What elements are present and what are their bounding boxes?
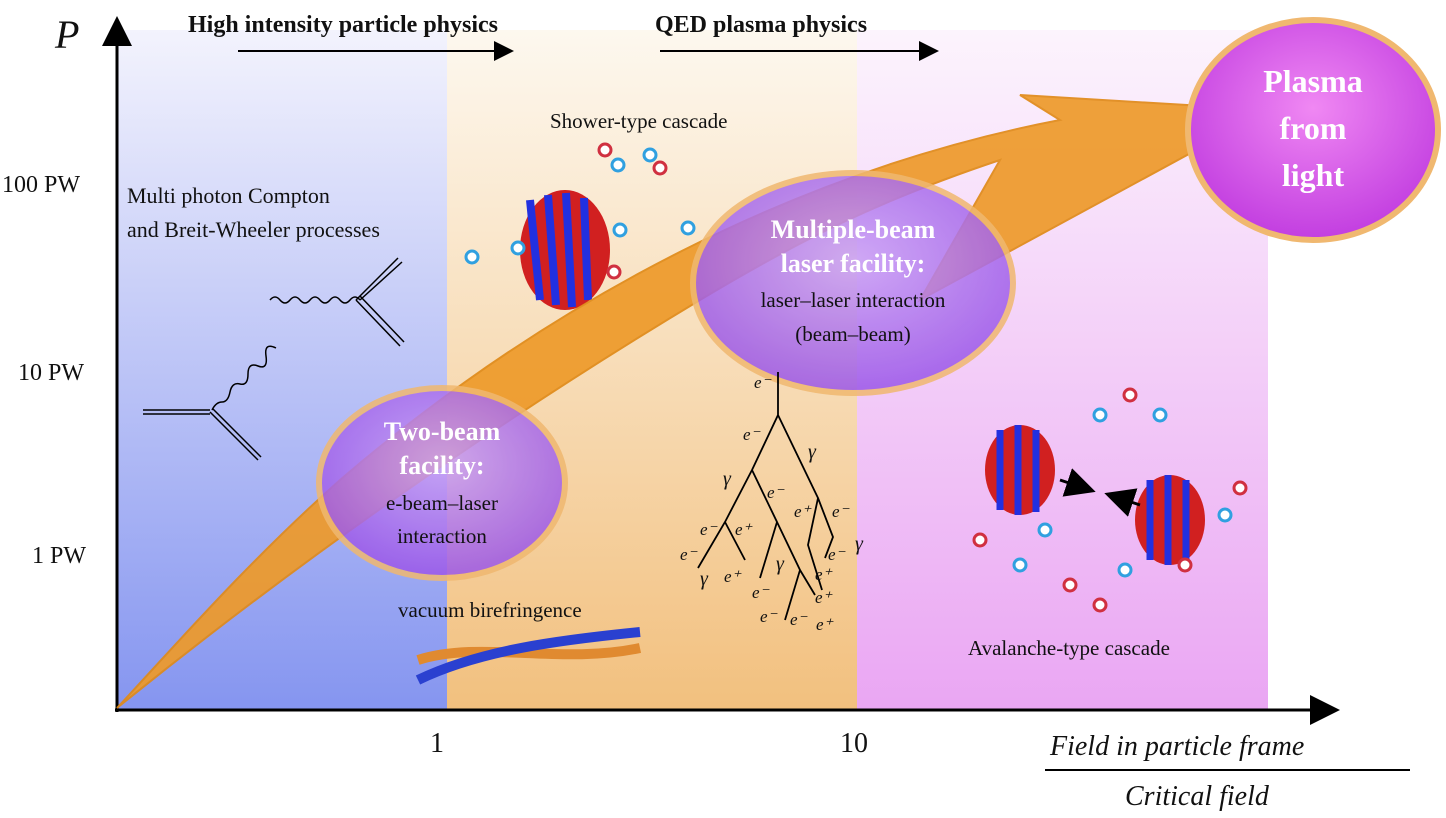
shower-laser-pulse [520,190,610,310]
y-tick-10pw: 10 PW [18,360,84,386]
shower-label: Shower-type cascade [550,109,727,133]
y-axis-label: P [54,12,79,57]
svg-text:e⁻: e⁻ [828,545,847,564]
particles [464,142,696,280]
svg-text:e⁻: e⁻ [832,502,851,521]
y-tick-1pw: 1 PW [32,543,86,569]
two-beam-facility: Two-beam facility: e-beam–laser interact… [316,385,568,581]
svg-text:e⁻: e⁻ [700,520,719,539]
svg-text:from: from [1280,110,1347,146]
avalanche-pulses [972,387,1248,613]
svg-text:e⁻: e⁻ [760,607,779,626]
plasma-from-light: Plasma from light [1185,17,1441,243]
svg-text:facility:: facility: [399,451,484,480]
svg-text:e⁺: e⁺ [815,565,834,584]
cascade-labels: e⁻ e⁻ γ γ e⁻ e⁺ e⁻ e⁻ e⁺ e⁻ γ γ e⁺ e⁻ e⁺… [680,373,864,634]
svg-text:e⁺: e⁺ [816,615,835,634]
svg-text:γ: γ [700,568,709,590]
birefringence-label: vacuum birefringence [398,598,582,622]
compton-label-1: Multi photon Compton [127,183,330,208]
svg-text:Two-beam: Two-beam [384,417,501,446]
svg-text:γ: γ [776,553,785,575]
regime-qed-plasma: QED plasma physics [655,12,867,38]
multi-beam-facility: Multiple-beam laser facility: laser–lase… [690,170,1016,396]
svg-text:e⁺: e⁺ [724,567,743,586]
cascade-tree [697,372,834,621]
svg-text:γ: γ [855,533,864,555]
svg-text:light: light [1282,157,1345,193]
svg-text:laser facility:: laser facility: [781,249,926,278]
avalanche-label: Avalanche-type cascade [968,636,1170,660]
x-label-numerator: Field in particle frame [1049,731,1304,762]
svg-text:e⁻: e⁻ [743,425,762,444]
x-tick-1: 1 [430,728,444,759]
svg-text:e⁻: e⁻ [754,373,773,392]
svg-text:(beam–beam): (beam–beam) [795,322,910,346]
svg-text:e⁺: e⁺ [735,520,754,539]
svg-text:e⁻: e⁻ [767,483,786,502]
svg-text:e-beam–laser: e-beam–laser [386,491,498,515]
svg-text:interaction: interaction [397,524,487,548]
svg-text:e⁻: e⁻ [680,545,699,564]
y-tick-100pw: 100 PW [2,172,80,198]
feynman-diagram-compton [143,345,277,461]
feynman-diagram-breit-wheeler [269,257,405,347]
svg-text:Multiple-beam: Multiple-beam [771,215,936,244]
region-blue [117,30,447,710]
x-label-denominator: Critical field [1125,781,1270,812]
svg-text:e⁺: e⁺ [794,502,813,521]
svg-text:e⁻: e⁻ [790,610,809,629]
svg-text:laser–laser interaction: laser–laser interaction [761,288,946,312]
svg-text:γ: γ [723,468,732,490]
svg-text:e⁻: e⁻ [752,583,771,602]
svg-text:e⁺: e⁺ [815,588,834,607]
compton-label-2: and Breit-Wheeler processes [127,217,380,242]
svg-text:γ: γ [808,441,817,463]
birefringence-beams [415,627,642,685]
svg-text:Plasma: Plasma [1263,63,1363,99]
x-tick-10: 10 [840,728,868,759]
regime-particle-physics: High intensity particle physics [188,12,498,38]
